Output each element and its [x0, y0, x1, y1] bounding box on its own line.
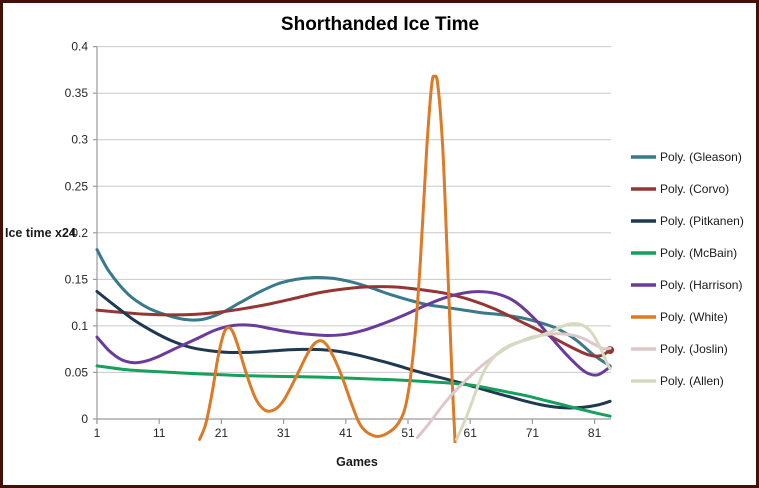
y-tick-label: 0.05 — [65, 365, 89, 379]
x-tick-label: 11 — [153, 426, 166, 440]
legend-label: Poly. (White) — [660, 310, 728, 324]
trendline-polyharrison — [95, 290, 612, 377]
trendline-polyjoslin — [415, 332, 612, 440]
legend-label: Poly. (Pitkanen) — [660, 214, 744, 228]
legend-label: Poly. (Joslin) — [660, 342, 728, 356]
legend-item-polyjoslin: Poly. (Joslin) — [631, 342, 728, 356]
x-tick-label: 71 — [526, 426, 540, 440]
y-tick-label: 0.2 — [71, 226, 88, 240]
x-axis-tick-labels: 1 11 21 31 41 51 61 71 81 — [94, 426, 602, 440]
gridlines — [97, 46, 611, 373]
trendline-polywhite — [198, 74, 457, 443]
x-tick-label: 1 — [94, 426, 101, 440]
chart-title: Shorthanded Ice Time — [281, 14, 479, 35]
y-tick-label: 0.35 — [65, 86, 89, 100]
y-tick-label: 0.1 — [71, 319, 88, 333]
x-tick-label: 31 — [277, 426, 291, 440]
y-axis-title: Ice time x24 — [5, 226, 76, 240]
x-tick-label: 21 — [215, 426, 229, 440]
legend-item-polyharrison: Poly. (Harrison) — [631, 278, 742, 292]
x-tick-label: 61 — [464, 426, 478, 440]
y-tick-label: 0.4 — [71, 40, 88, 54]
legend-item-polypitkanen: Poly. (Pitkanen) — [631, 214, 744, 228]
y-tick-label: 0 — [81, 412, 88, 426]
axes — [93, 45, 611, 424]
shorthanded-ice-time-chart: 1 11 21 31 41 51 61 71 81 00.050.10.150.20.250.3… — [5, 14, 744, 469]
legend-label: Poly. (McBain) — [660, 246, 737, 260]
legend-label: Poly. (Gleason) — [660, 150, 742, 164]
y-axis-tick-labels: 0 0.05 0.1 0.15 0.2 0.25 0.3 0.35 0.4 — [65, 40, 89, 426]
trendline-polyallen — [455, 322, 612, 441]
x-tick-label: 81 — [588, 426, 602, 440]
y-tick-label: 0.15 — [65, 272, 89, 286]
y-tick-label: 0.25 — [65, 179, 89, 193]
series-paths — [95, 74, 615, 443]
legend-label: Poly. (Corvo) — [660, 182, 729, 196]
legend-label: Poly. (Allen) — [660, 374, 724, 388]
x-tick-label: 51 — [401, 426, 415, 440]
legend-item-polygleason: Poly. (Gleason) — [631, 150, 742, 164]
legend-item-polywhite: Poly. (White) — [631, 310, 728, 324]
legend-item-polymcbain: Poly. (McBain) — [631, 246, 737, 260]
legend: Poly. (Gleason) Poly. (Corvo) Poly. (Pitka… — [631, 150, 744, 388]
legend-item-polyallen: Poly. (Allen) — [631, 374, 724, 388]
x-axis-title: Games — [336, 455, 378, 469]
legend-item-polycorvo: Poly. (Corvo) — [631, 182, 729, 196]
trendline-polymcbain — [95, 364, 612, 418]
legend-label: Poly. (Harrison) — [660, 278, 742, 292]
y-tick-label: 0.3 — [71, 133, 88, 147]
x-tick-label: 41 — [339, 426, 353, 440]
trendline-polygleason — [95, 248, 612, 368]
